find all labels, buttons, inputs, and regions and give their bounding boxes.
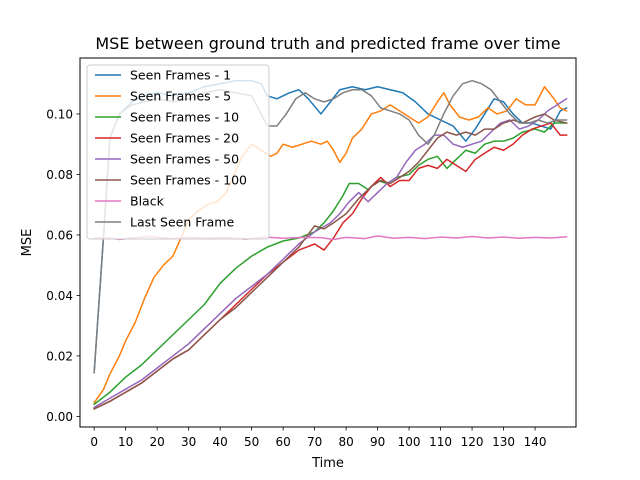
y-tick-label: 0.10 (46, 107, 73, 121)
x-tick-label: 100 (398, 435, 421, 449)
plot-frame (79, 57, 577, 428)
legend-label: Black (130, 194, 165, 209)
y-axis-label: MSE (20, 229, 35, 257)
series-line-6 (93, 113, 568, 410)
legend-label: Seen Frames - 50 (130, 152, 239, 167)
x-tick-label: 140 (524, 435, 547, 449)
x-axis: 0 10 20 30 40 50 60 70 80 90 100 110 120 130 140 (90, 427, 547, 449)
y-tick-label: 0.00 (46, 410, 73, 424)
x-tick-label: 0 (90, 435, 98, 449)
legend-label: Seen Frames - 1 (130, 68, 231, 83)
x-tick-label: 80 (338, 435, 353, 449)
x-axis-label: Time (311, 456, 344, 471)
legend-box (86, 64, 270, 240)
x-tick-label: 130 (492, 435, 515, 449)
legend-label: Seen Frames - 100 (130, 173, 247, 188)
y-tick-label: 0.06 (46, 228, 73, 242)
legend-label: Seen Frames - 10 (130, 110, 239, 125)
y-tick-label: 0.04 (46, 289, 73, 303)
x-tick-label: 10 (118, 435, 133, 449)
x-tick-label: 70 (307, 435, 322, 449)
x-tick-label: 30 (181, 435, 196, 449)
x-tick-label: 120 (461, 435, 484, 449)
x-tick-label: 20 (150, 435, 165, 449)
x-tick-label: 40 (212, 435, 227, 449)
y-axis: 0.00 0.02 0.04 0.06 0.08 0.10 (46, 107, 80, 424)
legend: Seen Frames - 1 Seen Frames - 5 Seen Frame… (86, 64, 270, 240)
series-line-5 (93, 97, 568, 409)
y-tick-label: 0.08 (46, 168, 73, 182)
x-tick-label: 110 (429, 435, 452, 449)
legend-label: Seen Frames - 20 (130, 131, 239, 146)
y-tick-label: 0.02 (46, 349, 73, 363)
chart-title: MSE between ground truth and predicted f… (95, 34, 560, 53)
x-tick-label: 50 (244, 435, 259, 449)
series-line-2 (93, 85, 568, 404)
legend-label: Seen Frames - 5 (130, 89, 231, 104)
x-tick-label: 60 (275, 435, 290, 449)
legend-label: Last Seen Frame (130, 215, 234, 230)
x-tick-label: 90 (370, 435, 385, 449)
